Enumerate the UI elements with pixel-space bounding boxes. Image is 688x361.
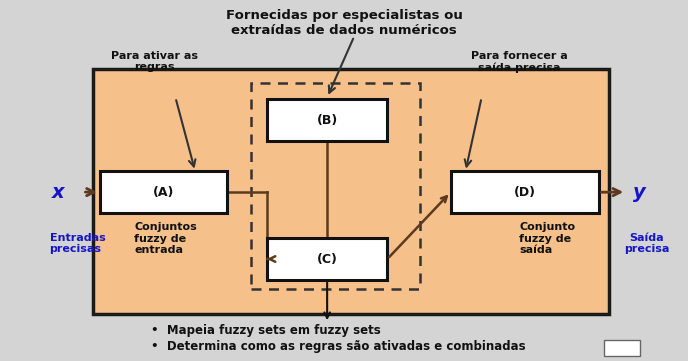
FancyBboxPatch shape [604,340,640,356]
Text: Entradas
precisas: Entradas precisas [50,233,105,255]
Text: y: y [634,183,646,201]
FancyBboxPatch shape [93,69,609,314]
FancyBboxPatch shape [451,171,599,213]
Text: Conjunto
fuzzy de
saída: Conjunto fuzzy de saída [519,222,576,255]
Text: (D): (D) [514,186,535,199]
Text: (A): (A) [153,186,174,199]
Text: Conjuntos
fuzzy de
entrada: Conjuntos fuzzy de entrada [134,222,197,255]
Text: Saída
precisa: Saída precisa [624,233,669,255]
Text: Fornecidas por especialistas ou
extraídas de dados numéricos: Fornecidas por especialistas ou extraída… [226,9,462,37]
Text: •  Mapeia fuzzy sets em fuzzy sets: • Mapeia fuzzy sets em fuzzy sets [151,324,381,337]
FancyBboxPatch shape [267,238,387,280]
Text: •  Determina como as regras são ativadas e combinadas: • Determina como as regras são ativadas … [151,340,526,353]
Text: (B): (B) [316,113,338,127]
FancyBboxPatch shape [267,99,387,141]
Text: Para ativar as
regras: Para ativar as regras [111,51,198,72]
FancyBboxPatch shape [100,171,227,213]
Text: (C): (C) [316,252,338,266]
Text: x: x [52,183,65,201]
Text: Para fornecer a
saída precisa: Para fornecer a saída precisa [471,51,568,73]
